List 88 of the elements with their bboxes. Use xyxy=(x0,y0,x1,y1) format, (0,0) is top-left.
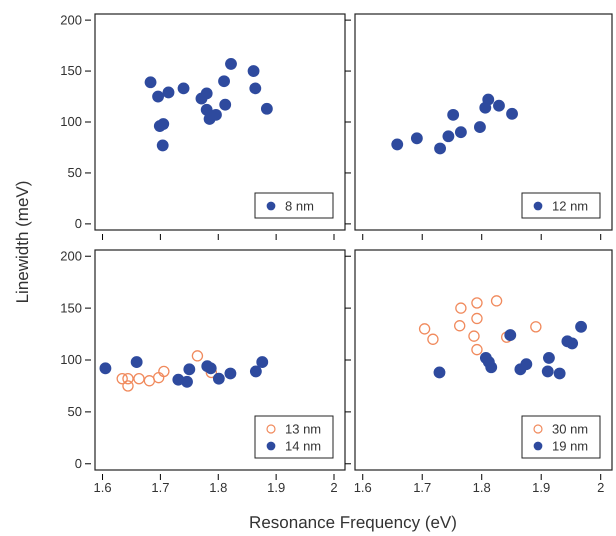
y-tick-label: 0 xyxy=(74,216,82,232)
point xyxy=(434,142,446,154)
x-tick-label: 2 xyxy=(597,480,604,496)
y-axis-title: Linewidth (meV) xyxy=(13,180,32,304)
legend-label: 12 nm xyxy=(552,198,588,214)
point xyxy=(256,356,268,368)
point xyxy=(250,366,262,378)
y-tick-label: 100 xyxy=(60,352,82,368)
point xyxy=(192,350,204,362)
point xyxy=(506,108,518,120)
point xyxy=(442,130,454,142)
point xyxy=(485,361,498,374)
point xyxy=(490,295,502,307)
point xyxy=(554,368,566,380)
legend-label: 13 nm xyxy=(285,422,322,436)
point xyxy=(156,140,169,152)
point xyxy=(447,108,460,121)
point xyxy=(249,82,262,94)
point xyxy=(454,320,466,332)
point xyxy=(471,344,483,356)
point xyxy=(212,372,225,385)
legend-label: 30 nm xyxy=(552,422,588,436)
point xyxy=(575,320,587,333)
point xyxy=(454,126,467,138)
y-tick-label: 200 xyxy=(60,12,82,28)
y-tick-label: 50 xyxy=(68,404,82,420)
point xyxy=(204,362,217,374)
x-tick-label: 1.8 xyxy=(209,480,228,496)
point xyxy=(474,121,486,133)
point xyxy=(410,132,423,144)
point xyxy=(542,366,554,378)
x-tick-label: 1.9 xyxy=(532,480,550,496)
point xyxy=(122,380,134,392)
point xyxy=(116,372,128,384)
point xyxy=(183,363,196,376)
point xyxy=(471,297,483,309)
y-tick-label: 50 xyxy=(68,165,82,180)
point xyxy=(248,65,260,77)
x-tick-label: 1.9 xyxy=(267,480,286,496)
point xyxy=(158,366,170,378)
x-tick-label: 1.8 xyxy=(472,480,491,496)
point xyxy=(520,358,532,370)
legend-label: 14 nm xyxy=(285,438,322,454)
point xyxy=(543,352,555,364)
x-tick-label: 1.7 xyxy=(151,480,170,496)
point xyxy=(178,82,190,94)
point xyxy=(482,94,494,106)
point xyxy=(200,88,213,100)
x-tick-label: 1.6 xyxy=(354,480,372,496)
point xyxy=(224,368,236,380)
x-tick-label: 1.6 xyxy=(93,480,112,496)
point xyxy=(133,372,145,384)
point xyxy=(504,329,516,341)
point xyxy=(144,375,156,386)
point xyxy=(468,330,480,342)
point xyxy=(434,366,446,378)
point xyxy=(219,98,232,111)
point xyxy=(455,302,467,314)
point xyxy=(493,100,505,112)
point xyxy=(418,323,430,335)
y-tick-label: 150 xyxy=(60,63,82,78)
point xyxy=(471,312,483,324)
point xyxy=(427,334,439,345)
point xyxy=(218,75,230,88)
point xyxy=(100,362,112,374)
legend-label: 19 nm xyxy=(552,438,588,454)
point xyxy=(144,76,156,88)
legend-label: 8 nm xyxy=(285,198,314,214)
point xyxy=(566,337,578,350)
point xyxy=(122,372,134,384)
x-axis-title: Resonance Frequency (eV) xyxy=(249,513,457,532)
x-tick-label: 2 xyxy=(330,480,338,496)
point xyxy=(162,86,174,98)
point xyxy=(210,108,222,121)
point xyxy=(152,372,164,384)
point xyxy=(225,58,237,70)
y-tick-label: 150 xyxy=(60,300,82,316)
point xyxy=(157,118,170,130)
x-tick-label: 1.7 xyxy=(413,480,432,496)
point xyxy=(130,356,143,368)
point xyxy=(152,90,164,102)
point xyxy=(530,321,542,332)
y-tick-label: 0 xyxy=(74,456,82,471)
point xyxy=(260,102,273,115)
y-tick-label: 200 xyxy=(60,248,82,264)
point xyxy=(181,376,193,388)
y-tick-label: 100 xyxy=(60,114,82,130)
point xyxy=(391,138,404,150)
